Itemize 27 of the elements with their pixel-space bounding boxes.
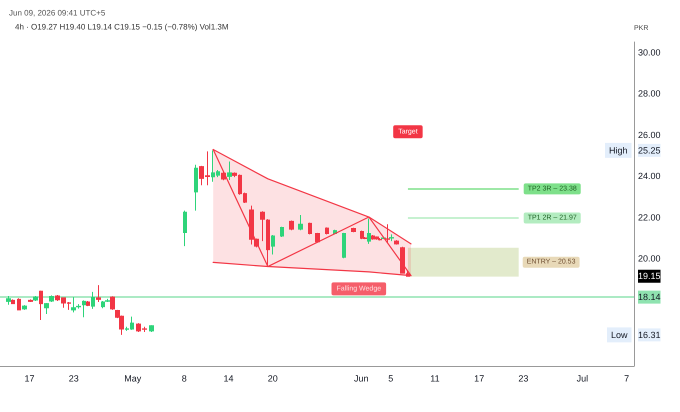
chart-title: 4h · O19.27 H19.40 L19.14 C19.15 −0.15 (−0.78%) Vol1.3M <box>15 22 229 32</box>
x-tick-label: 14 <box>224 374 234 384</box>
x-tick-label: 7 <box>624 374 630 384</box>
x-tick-label: 17 <box>474 374 484 384</box>
y-tick-label: 19.15 <box>638 271 661 282</box>
x-tick-label: 20 <box>268 374 278 384</box>
y-tick-label: 22.00 <box>638 212 661 222</box>
x-tick-label: May <box>124 374 142 384</box>
x-tick-label: 17 <box>24 374 34 384</box>
x-tick-label: 23 <box>68 374 79 384</box>
y-tick-label: 30.00 <box>638 47 661 58</box>
y-tick-label: 18.14 <box>638 292 661 302</box>
y-tick-label: 24.00 <box>638 171 661 182</box>
x-tick-label: 23 <box>518 374 528 384</box>
x-tick-label: Jun <box>354 374 368 384</box>
x-tick-label: 8 <box>182 374 187 384</box>
y-tick-label: 20.00 <box>638 254 661 264</box>
annotation: High <box>608 145 628 156</box>
y-tick-label: 28.00 <box>638 88 661 99</box>
x-tick-label: Jul <box>576 374 588 384</box>
y-tick-label: 25.25 <box>638 145 661 156</box>
x-tick-label: 5 <box>388 374 394 384</box>
chart-subtitle: Jun 09, 2026 09:41 UTC+5 <box>9 8 106 18</box>
annotation: Low <box>610 330 628 340</box>
y-tick-label: 26.00 <box>638 130 661 140</box>
x-tick-label: 11 <box>430 374 440 384</box>
y-tick-label: 16.31 <box>638 330 661 340</box>
